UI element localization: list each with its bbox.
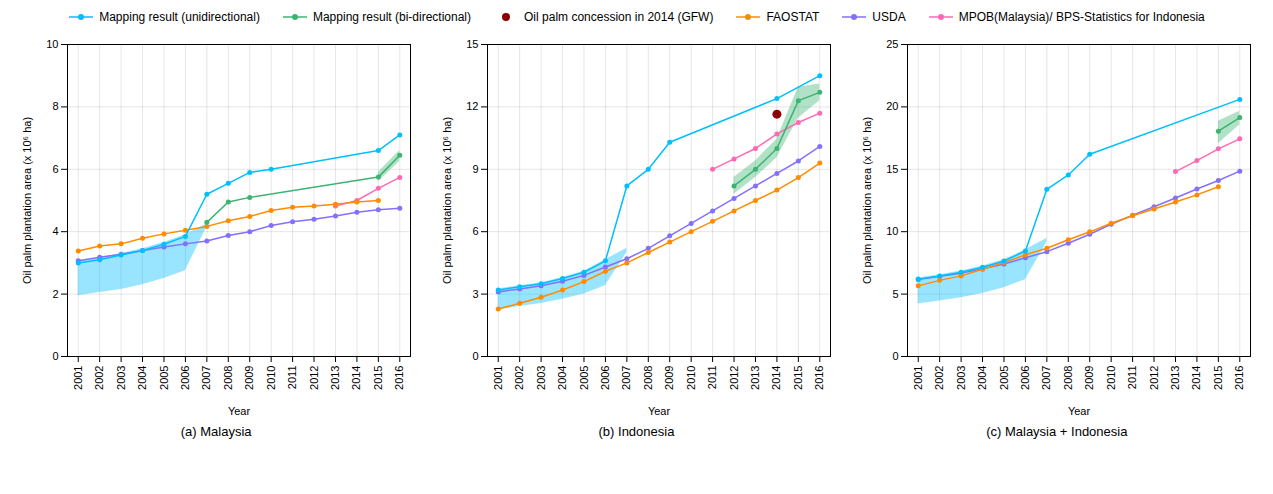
html-text:(b) Indonesia: (b) Indonesia <box>598 424 675 439</box>
svg-text:9: 9 <box>472 163 478 175</box>
svg-text:10: 10 <box>46 38 58 50</box>
svg-text:2013: 2013 <box>1169 366 1181 390</box>
svg-text:2014: 2014 <box>350 366 362 390</box>
svg-text:8: 8 <box>52 100 58 112</box>
svg-text:2006: 2006 <box>1019 366 1031 390</box>
svg-text:2006: 2006 <box>179 366 191 390</box>
svg-text:2010: 2010 <box>264 366 276 390</box>
svg-text:2002: 2002 <box>933 366 945 390</box>
html-text:USDA: USDA <box>872 10 906 24</box>
svg-text:2003: 2003 <box>955 366 967 390</box>
svg-text:15: 15 <box>887 163 899 175</box>
svg-text:2009: 2009 <box>663 366 675 390</box>
svg-text:4: 4 <box>52 225 58 237</box>
svg-text:2014: 2014 <box>770 366 782 390</box>
svg-text:2011: 2011 <box>706 366 718 390</box>
svg-text:2011: 2011 <box>1126 366 1138 390</box>
svg-text:2008: 2008 <box>642 366 654 390</box>
html-text:FAOSTAT: FAOSTAT <box>766 10 820 24</box>
svg-text:25: 25 <box>887 38 899 50</box>
svg-text:2016: 2016 <box>1234 366 1246 390</box>
svg-text:2005: 2005 <box>157 366 169 390</box>
html-text:(a) Malaysia: (a) Malaysia <box>180 424 252 439</box>
svg-text:2015: 2015 <box>792 366 804 390</box>
svg-text:5: 5 <box>893 288 899 300</box>
svg-text:2002: 2002 <box>513 366 525 390</box>
svg-text:2014: 2014 <box>1191 366 1203 390</box>
svg-text:2005: 2005 <box>998 366 1010 390</box>
svg-text:2016: 2016 <box>393 366 405 390</box>
svg-text:2012: 2012 <box>1148 366 1160 390</box>
svg-text:2016: 2016 <box>813 366 825 390</box>
svg-text:2003: 2003 <box>114 366 126 390</box>
svg-text:2011: 2011 <box>286 366 298 390</box>
svg-text:2008: 2008 <box>221 366 233 390</box>
svg-text:2007: 2007 <box>200 366 212 390</box>
svg-text:2015: 2015 <box>1212 366 1224 390</box>
svg-text:2: 2 <box>52 288 58 300</box>
svg-text:2008: 2008 <box>1062 366 1074 390</box>
svg-text:Year: Year <box>228 405 251 417</box>
svg-text:2003: 2003 <box>535 366 547 390</box>
svg-text:2006: 2006 <box>599 366 611 390</box>
svg-text:2013: 2013 <box>329 366 341 390</box>
html-text:Oil palm concession in 2014 (G: Oil palm concession in 2014 (GFW) <box>524 10 714 24</box>
svg-text:Year: Year <box>1068 405 1091 417</box>
svg-text:2007: 2007 <box>1041 366 1053 390</box>
svg-text:2009: 2009 <box>243 366 255 390</box>
svg-text:2001: 2001 <box>71 366 83 390</box>
html-text:Mapping result (unidirectional: Mapping result (unidirectional) <box>99 10 260 24</box>
svg-text:2015: 2015 <box>372 366 384 390</box>
svg-text:2010: 2010 <box>1105 366 1117 390</box>
svg-text:Oil palm plantation area (x 10: Oil palm plantation area (x 10⁶ ha) <box>21 117 33 284</box>
svg-text:2005: 2005 <box>577 366 589 390</box>
svg-text:2004: 2004 <box>556 366 568 390</box>
svg-text:20: 20 <box>887 100 899 112</box>
svg-text:0: 0 <box>472 350 478 362</box>
svg-text:2012: 2012 <box>307 366 319 390</box>
svg-text:2010: 2010 <box>685 366 697 390</box>
svg-text:2007: 2007 <box>620 366 632 390</box>
html-text:Mapping result (bi-directional: Mapping result (bi-directional) <box>313 10 471 24</box>
svg-text:Year: Year <box>648 405 671 417</box>
svg-text:Oil palm plantation area (x 10: Oil palm plantation area (x 10⁶ ha) <box>862 117 874 284</box>
svg-text:2002: 2002 <box>93 366 105 390</box>
svg-text:2013: 2013 <box>749 366 761 390</box>
svg-text:10: 10 <box>887 225 899 237</box>
svg-text:2001: 2001 <box>912 366 924 390</box>
html-text:(c) Malaysia + Indonesia: (c) Malaysia + Indonesia <box>986 424 1128 439</box>
svg-text:0: 0 <box>893 350 899 362</box>
svg-text:2004: 2004 <box>136 366 148 390</box>
svg-text:Oil palm plantation area (x 10: Oil palm plantation area (x 10⁶ ha) <box>441 117 453 284</box>
svg-text:2012: 2012 <box>728 366 740 390</box>
html-text:MPOB(Malaysia)/ BPS-Statistics: MPOB(Malaysia)/ BPS-Statistics for Indon… <box>958 10 1205 24</box>
svg-text:2004: 2004 <box>976 366 988 390</box>
svg-text:6: 6 <box>472 225 478 237</box>
svg-text:6: 6 <box>52 163 58 175</box>
svg-text:0: 0 <box>52 350 58 362</box>
svg-text:12: 12 <box>466 100 478 112</box>
svg-text:3: 3 <box>472 288 478 300</box>
svg-text:15: 15 <box>466 38 478 50</box>
svg-text:2009: 2009 <box>1084 366 1096 390</box>
svg-text:2001: 2001 <box>492 366 504 390</box>
